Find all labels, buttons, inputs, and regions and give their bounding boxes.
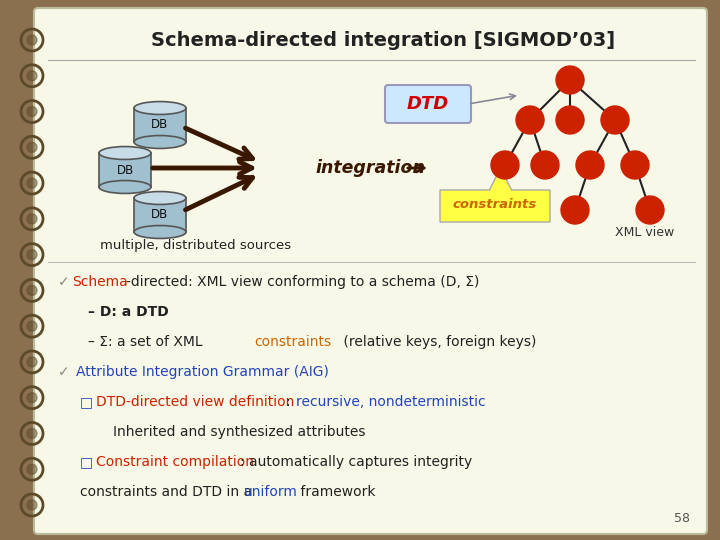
Text: -directed: XML view conforming to a schema (D, Σ): -directed: XML view conforming to a sche… bbox=[126, 275, 480, 289]
Polygon shape bbox=[440, 168, 550, 222]
Text: constraints: constraints bbox=[453, 198, 537, 211]
FancyBboxPatch shape bbox=[34, 8, 707, 534]
Circle shape bbox=[27, 464, 37, 474]
Text: constraints: constraints bbox=[254, 335, 331, 349]
Ellipse shape bbox=[134, 102, 186, 114]
Text: □: □ bbox=[80, 455, 93, 469]
Text: DTD-directed view definition: DTD-directed view definition bbox=[96, 395, 294, 409]
Circle shape bbox=[531, 151, 559, 179]
Text: uniform: uniform bbox=[244, 485, 298, 499]
Text: : automatically captures integrity: : automatically captures integrity bbox=[240, 455, 472, 469]
Text: DB: DB bbox=[151, 118, 168, 132]
Text: multiple, distributed sources: multiple, distributed sources bbox=[100, 239, 291, 252]
Circle shape bbox=[27, 214, 37, 224]
Circle shape bbox=[27, 106, 37, 117]
Circle shape bbox=[27, 500, 37, 510]
Circle shape bbox=[556, 106, 584, 134]
Text: constraints and DTD in a: constraints and DTD in a bbox=[80, 485, 256, 499]
Text: XML view: XML view bbox=[616, 226, 675, 239]
FancyBboxPatch shape bbox=[134, 198, 186, 232]
Text: Schema: Schema bbox=[72, 275, 127, 289]
Ellipse shape bbox=[99, 180, 151, 193]
Circle shape bbox=[27, 71, 37, 81]
Circle shape bbox=[576, 151, 604, 179]
Text: :: : bbox=[286, 395, 295, 409]
Circle shape bbox=[621, 151, 649, 179]
Text: recursive, nondeterministic: recursive, nondeterministic bbox=[296, 395, 485, 409]
FancyBboxPatch shape bbox=[134, 108, 186, 142]
Circle shape bbox=[27, 35, 37, 45]
Circle shape bbox=[636, 196, 664, 224]
Ellipse shape bbox=[134, 192, 186, 205]
Circle shape bbox=[561, 196, 589, 224]
Text: 58: 58 bbox=[674, 511, 690, 524]
Circle shape bbox=[27, 249, 37, 260]
Circle shape bbox=[27, 428, 37, 438]
Circle shape bbox=[27, 143, 37, 152]
FancyBboxPatch shape bbox=[99, 153, 151, 187]
Circle shape bbox=[516, 106, 544, 134]
Ellipse shape bbox=[134, 136, 186, 148]
Text: DB: DB bbox=[117, 164, 134, 177]
Text: DTD: DTD bbox=[407, 95, 449, 113]
Text: ✓: ✓ bbox=[58, 365, 74, 379]
Text: DB: DB bbox=[151, 208, 168, 221]
Circle shape bbox=[601, 106, 629, 134]
Circle shape bbox=[27, 321, 37, 331]
Circle shape bbox=[27, 393, 37, 403]
Ellipse shape bbox=[134, 226, 186, 239]
Text: integration: integration bbox=[315, 159, 425, 177]
Text: – D: a DTD: – D: a DTD bbox=[88, 305, 168, 319]
Text: Inherited and synthesized attributes: Inherited and synthesized attributes bbox=[113, 425, 366, 439]
Circle shape bbox=[27, 285, 37, 295]
Text: framework: framework bbox=[296, 485, 376, 499]
Circle shape bbox=[27, 178, 37, 188]
Circle shape bbox=[491, 151, 519, 179]
Circle shape bbox=[556, 66, 584, 94]
Text: (relative keys, foreign keys): (relative keys, foreign keys) bbox=[339, 335, 536, 349]
Circle shape bbox=[27, 357, 37, 367]
FancyBboxPatch shape bbox=[385, 85, 471, 123]
Text: Constraint compilation: Constraint compilation bbox=[96, 455, 254, 469]
Ellipse shape bbox=[99, 146, 151, 159]
Text: ✓: ✓ bbox=[58, 275, 70, 289]
Text: Schema-directed integration [SIGMOD’03]: Schema-directed integration [SIGMOD’03] bbox=[151, 30, 615, 50]
Text: Attribute Integration Grammar (AIG): Attribute Integration Grammar (AIG) bbox=[76, 365, 329, 379]
Text: □: □ bbox=[80, 395, 93, 409]
Text: – Σ: a set of XML: – Σ: a set of XML bbox=[88, 335, 207, 349]
